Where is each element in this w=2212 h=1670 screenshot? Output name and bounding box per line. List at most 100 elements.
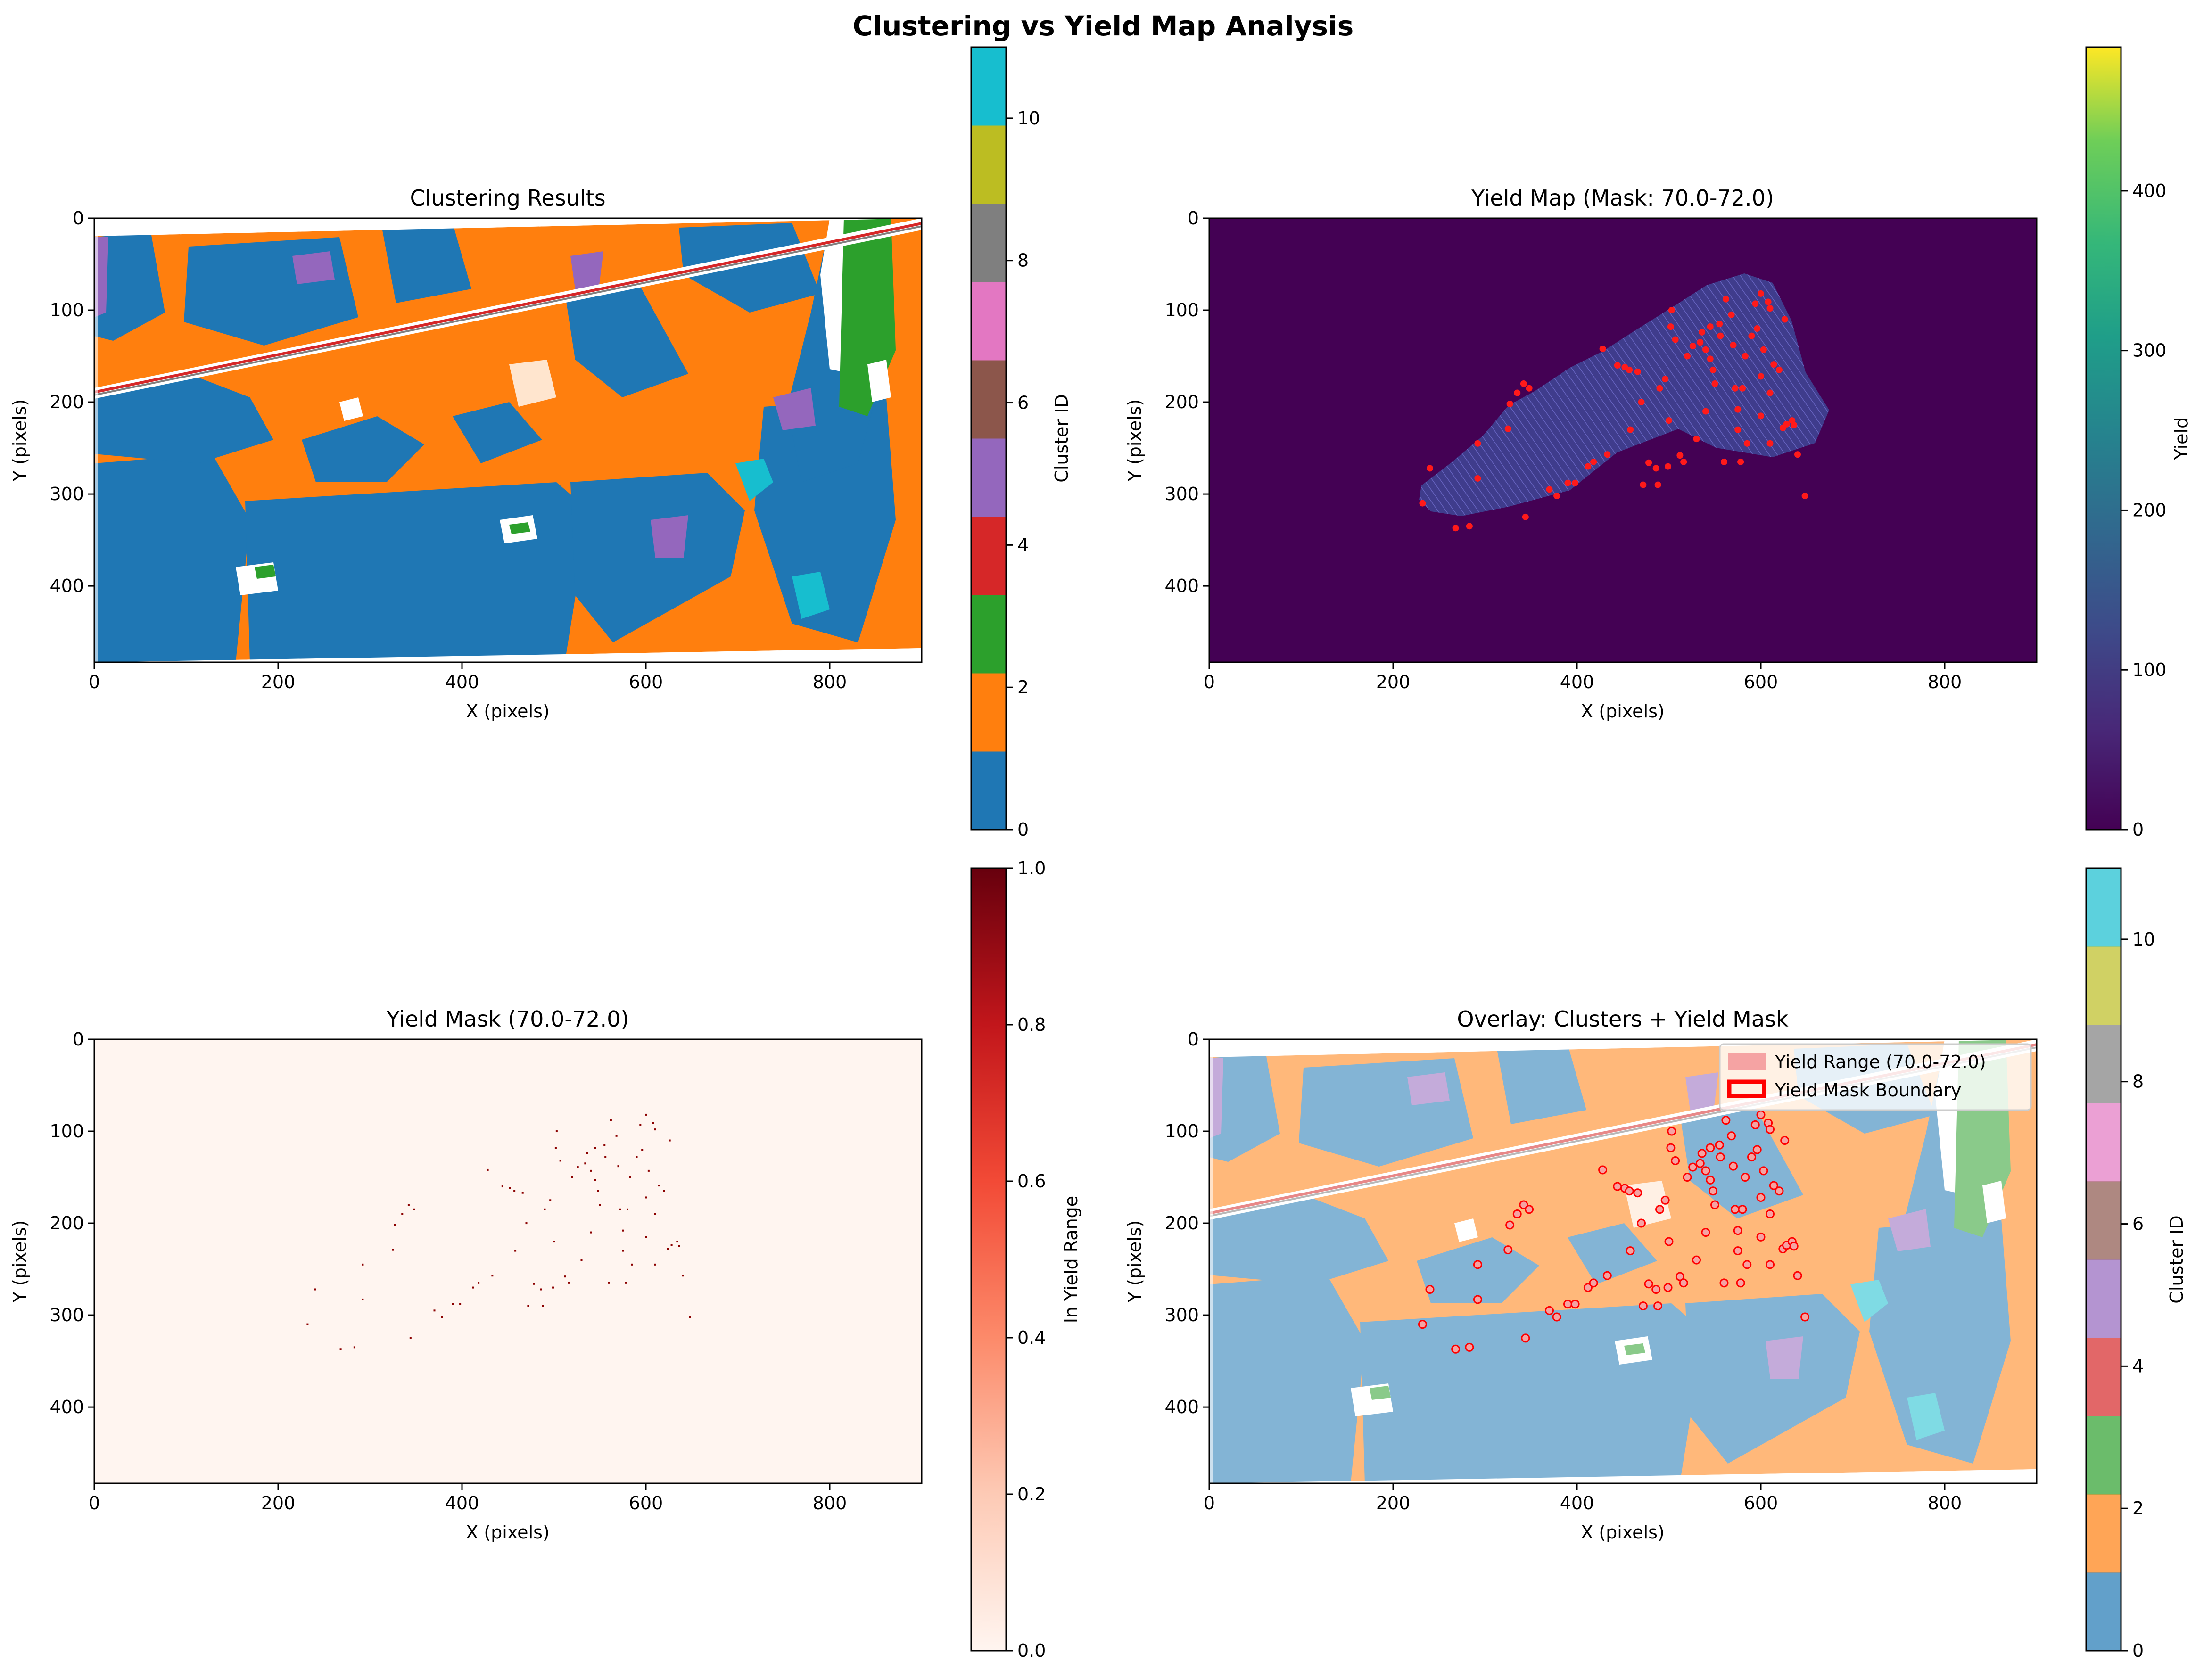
mask-pixel	[571, 1176, 573, 1178]
colorbar-segment	[2086, 868, 2121, 947]
yield-point	[1752, 300, 1759, 307]
yield-point	[1730, 342, 1737, 349]
yield-point	[1697, 339, 1704, 346]
mask-pixel	[645, 1113, 647, 1116]
colorbar-tick-label: 0.0	[1017, 1640, 1046, 1661]
mask-boundary-ring	[1451, 1344, 1461, 1354]
legend: Yield Range (70.0-72.0) Yield Mask Bound…	[1719, 1043, 2032, 1111]
yield-point	[1717, 332, 1724, 339]
x-axis-label: X (pixels)	[466, 1522, 550, 1543]
yield-point	[1722, 296, 1729, 303]
legend-box	[1719, 1043, 2032, 1111]
mask-pixel	[525, 1222, 528, 1225]
yield-point	[1627, 426, 1634, 433]
yield-point	[1466, 523, 1473, 530]
mask-boundary-ring	[1675, 1272, 1684, 1281]
mask-pixel	[491, 1275, 494, 1277]
y-tick-label: 400	[1164, 576, 1199, 596]
x-tick-label: 0	[1204, 1493, 1215, 1514]
colorbar-segment	[2086, 1025, 2121, 1103]
yield-point	[1734, 406, 1742, 413]
mask-boundary-ring	[1719, 1278, 1729, 1288]
mask-pixel	[597, 1190, 599, 1192]
mask-pixel	[639, 1124, 642, 1126]
legend-label: Yield Range (70.0-72.0)	[1775, 1052, 1986, 1072]
x-tick-label: 400	[445, 1493, 479, 1514]
colorbar-segment	[971, 673, 1006, 752]
mask-pixel	[501, 1185, 503, 1188]
mask-pixel	[658, 1185, 660, 1187]
mask-boundary-ring	[1688, 1162, 1698, 1172]
mask-pixel	[636, 1156, 638, 1158]
y-tick-label: 200	[50, 392, 84, 412]
x-tick-label: 600	[1744, 1493, 1778, 1514]
colorbar-frame	[970, 46, 1007, 831]
x-tick-label: 200	[261, 1493, 296, 1514]
mask-boundary-ring	[1503, 1245, 1513, 1255]
mask-boundary-ring	[1756, 1110, 1766, 1119]
yield-point	[1754, 325, 1761, 332]
yield-point	[1546, 486, 1553, 493]
mask-boundary-ring	[1756, 1232, 1766, 1242]
mask-pixel	[594, 1179, 596, 1181]
mask-pixel	[527, 1305, 529, 1307]
mask-pixel	[514, 1250, 517, 1252]
colorbar-segment	[2086, 1416, 2121, 1495]
mask-pixel	[652, 1122, 654, 1124]
mask-pixel	[629, 1176, 631, 1178]
yield-point	[1776, 366, 1783, 373]
mask-boundary-ring	[1706, 1175, 1715, 1185]
yield-point	[1506, 400, 1513, 407]
mask-pixel	[631, 1263, 633, 1266]
colorbar-tick-label: 10	[2132, 929, 2155, 950]
yield-point	[1699, 329, 1706, 336]
yield-point	[1734, 426, 1742, 433]
x-tick-label: 800	[1928, 672, 1962, 692]
y-tick-label: 0	[73, 208, 84, 229]
mask-boundary-ring	[1655, 1205, 1664, 1214]
legend-label: Yield Mask Boundary	[1775, 1080, 1962, 1101]
y-axis-label: Y (pixels)	[9, 1220, 30, 1303]
mask-pixel	[670, 1244, 673, 1246]
mask-boundary-ring	[1671, 1156, 1680, 1165]
y-axis-label: Y (pixels)	[9, 399, 30, 482]
mask-pixel	[544, 1208, 546, 1210]
mask-pixel	[617, 1165, 619, 1168]
yield-point	[1693, 436, 1700, 443]
yield-point	[1716, 321, 1723, 328]
colorbar-tick-label: 2	[2132, 1498, 2144, 1519]
mask-pixel	[667, 1248, 669, 1250]
mask-pixel	[433, 1309, 436, 1312]
colorbar-segment	[971, 751, 1006, 830]
mask-pixel	[564, 1275, 566, 1278]
colorbar-tick-label: 4	[1017, 535, 1029, 555]
mask-boundary-ring	[1570, 1300, 1580, 1309]
mask-boundary-ring	[1706, 1143, 1715, 1152]
y-tick-label: 200	[1164, 392, 1199, 412]
mask-boundary-ring	[1666, 1143, 1676, 1152]
mask-boundary-ring	[1633, 1188, 1642, 1198]
mask-pixel	[676, 1241, 678, 1243]
mask-boundary-ring	[1589, 1278, 1598, 1288]
yield-point	[1474, 440, 1481, 447]
mask-pixel	[472, 1286, 474, 1289]
yield-point	[1652, 465, 1659, 472]
yield-point	[1709, 366, 1717, 373]
colorbar-tick-label: 1.0	[1017, 858, 1046, 879]
yield-point	[1626, 366, 1633, 373]
mask-boundary-ring	[1741, 1173, 1750, 1182]
colorbar-tick-label: 0.8	[1017, 1014, 1046, 1035]
x-axis-label: X (pixels)	[1581, 1522, 1665, 1543]
x-tick-label: 400	[1560, 1493, 1594, 1514]
mask-boundary-ring	[1598, 1165, 1608, 1175]
mask-pixel	[599, 1204, 601, 1206]
yield-point	[1526, 385, 1533, 392]
mask-pixel	[549, 1199, 552, 1201]
plot-frame	[1208, 1038, 2038, 1484]
mask-boundary-ring	[1667, 1127, 1676, 1136]
mask-boundary-ring	[1727, 1131, 1736, 1141]
yield-point	[1419, 500, 1426, 507]
mask-boundary-ring	[1721, 1116, 1731, 1125]
mask-boundary-ring	[1525, 1205, 1534, 1214]
